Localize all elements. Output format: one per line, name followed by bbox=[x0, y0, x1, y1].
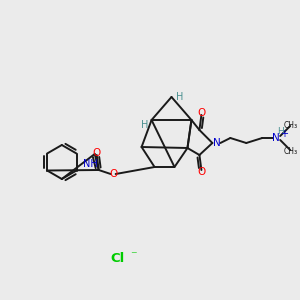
Text: O: O bbox=[197, 167, 206, 177]
Text: CH₃: CH₃ bbox=[284, 121, 298, 130]
Text: ⁻: ⁻ bbox=[130, 250, 137, 262]
Text: Cl: Cl bbox=[110, 251, 125, 265]
Text: CH₃: CH₃ bbox=[284, 146, 298, 155]
Text: O: O bbox=[93, 148, 101, 158]
Text: +: + bbox=[280, 129, 288, 139]
Text: H: H bbox=[176, 92, 183, 102]
Text: O: O bbox=[197, 108, 206, 118]
Text: NH: NH bbox=[83, 159, 98, 169]
Text: H: H bbox=[277, 127, 284, 136]
Text: O: O bbox=[110, 169, 118, 179]
Text: N: N bbox=[272, 133, 280, 143]
Text: N: N bbox=[214, 138, 221, 148]
Text: H: H bbox=[141, 120, 148, 130]
